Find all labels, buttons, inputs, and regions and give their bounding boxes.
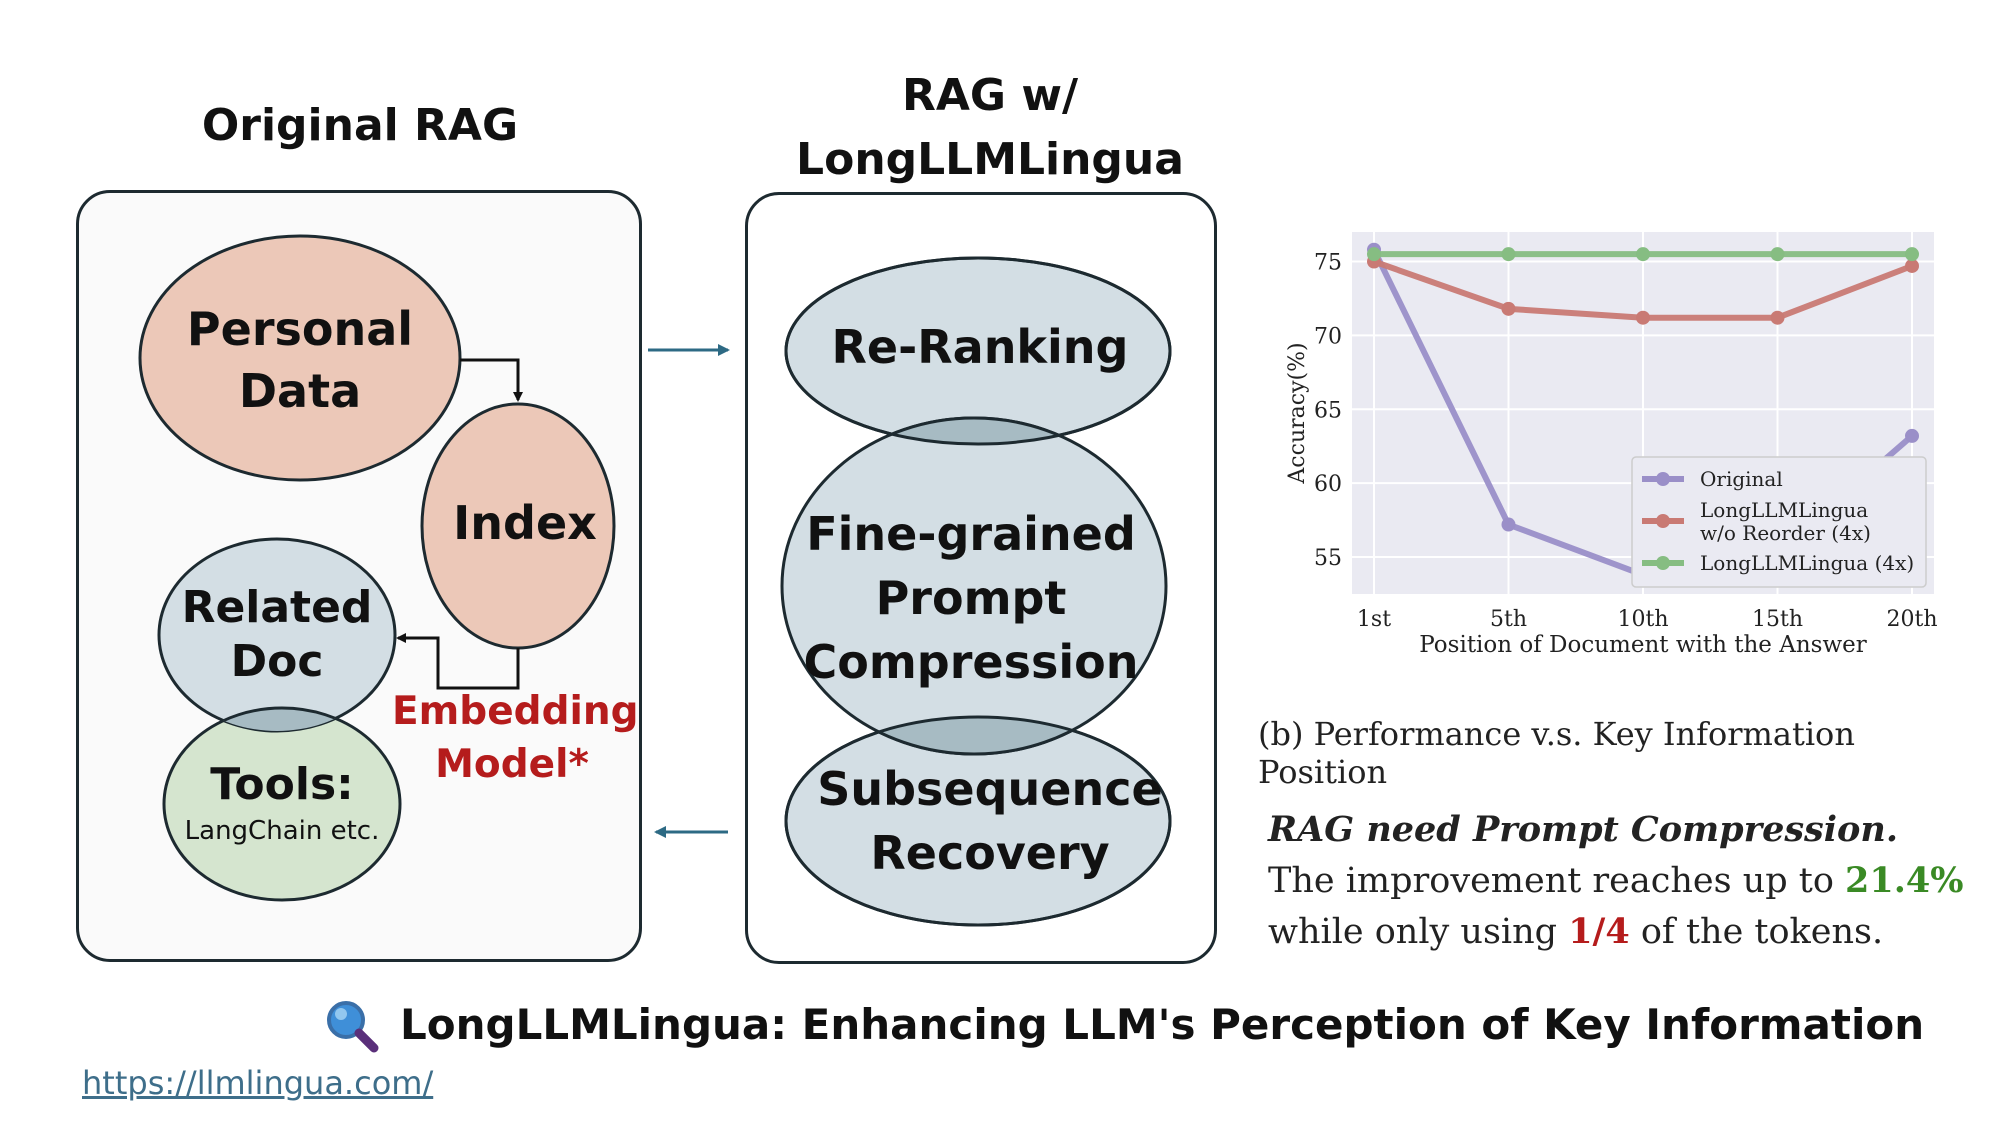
chart-caption: (b) Performance v.s. Key Information Pos… — [1258, 715, 1855, 791]
longllmlingua-heading: RAG w/LongLLMLingua — [796, 70, 1184, 185]
series-point — [1770, 310, 1785, 325]
improvement-value: 21.4% — [1845, 859, 1964, 901]
legend-marker — [1656, 556, 1670, 570]
legend-box — [1631, 456, 1927, 588]
series-point — [1636, 310, 1650, 325]
personal-data-ellipse — [138, 234, 462, 482]
series-point — [1501, 517, 1516, 532]
x-tick-label: 1st — [1357, 607, 1391, 632]
rerank-overlap — [786, 416, 1168, 444]
claim-title: RAG need Prompt Compression. — [1268, 809, 1899, 850]
y-tick-label: 75 — [1314, 251, 1342, 276]
original-rag-heading: Original RAG — [201, 100, 519, 151]
subsequence-label: Subsequence Recovery — [817, 762, 1163, 880]
index-to-related-arrow — [396, 633, 520, 690]
magnifier-icon — [327, 1001, 379, 1053]
series-point — [1770, 247, 1785, 262]
personal-data-label: Personal Data — [186, 302, 414, 418]
x-tick-label: 20th — [1886, 607, 1937, 632]
claim-block: RAG need Prompt Compression. The improve… — [1268, 805, 1978, 957]
tools-label: Tools: LangChain etc. — [184, 759, 380, 846]
legend-marker — [1656, 514, 1670, 528]
x-axis-label: Position of Document with the Answer — [1419, 632, 1866, 658]
claim-line-2: while only using 1/4 of the tokens. — [1268, 910, 1884, 952]
accuracy-chart: 55 60 65 70 75 1st 5th 10th 15th 20th Position of … — [1285, 232, 1938, 658]
related-doc-label: Related Doc — [181, 582, 373, 687]
re-ranking-label: Re-Ranking — [831, 320, 1129, 374]
subsequence-outline — [784, 715, 1172, 927]
y-tick-label: 65 — [1314, 398, 1342, 423]
claim-line-1: The improvement reaches up to 21.4% — [1268, 859, 1964, 901]
re-ranking-outline — [784, 256, 1172, 446]
series-point — [1501, 301, 1516, 316]
series-point — [1636, 247, 1650, 262]
y-tick-label: 55 — [1314, 546, 1342, 571]
y-tick-label: 60 — [1314, 472, 1342, 497]
personal-to-index-arrow — [460, 358, 523, 402]
footer-title: LongLLMLingua: Enhancing LLM's Perceptio… — [400, 1000, 1925, 1049]
series-point — [1905, 428, 1919, 443]
legend-marker — [1656, 472, 1670, 486]
x-tick-label: 10th — [1617, 607, 1668, 632]
legend-label: Original — [1700, 467, 1783, 491]
legend-label: LongLLMLingua (4x) — [1700, 551, 1914, 575]
y-axis-label: Accuracy(%) — [1285, 342, 1310, 484]
series-point — [1905, 258, 1919, 273]
x-tick-label: 5th — [1490, 607, 1527, 632]
series-point — [1905, 247, 1919, 262]
x-tick-label: 15th — [1752, 607, 1803, 632]
tokens-fraction: 1/4 — [1568, 910, 1630, 952]
related-tools-overlap — [162, 706, 395, 731]
fine-grained-label: Fine-grained Prompt Compression — [803, 507, 1139, 689]
embedding-model-label: Embedding Model* — [392, 689, 639, 787]
series-point — [1501, 247, 1516, 262]
index-label: Index — [453, 496, 597, 550]
y-tick-label: 70 — [1314, 324, 1342, 349]
series-point — [1367, 247, 1381, 262]
legend-label: LongLLMLingua w/o Reorder (4x) — [1700, 498, 1871, 545]
longllmlingua-panel — [745, 192, 1217, 964]
llmlingua-link[interactable]: https://llmlingua.com/ — [82, 1064, 434, 1102]
subseq-overlap — [786, 717, 1168, 756]
